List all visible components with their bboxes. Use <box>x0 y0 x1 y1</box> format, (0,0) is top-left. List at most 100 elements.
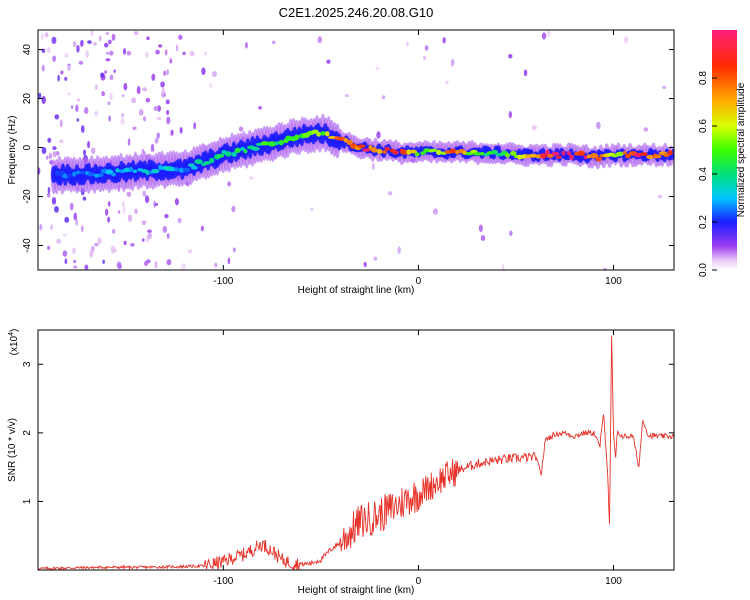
colorbar-ticks: 0.0 0.2 0.4 0.6 0.8 <box>698 71 717 277</box>
noise-dot <box>51 36 57 45</box>
noise-dot <box>105 58 111 62</box>
noise-dot <box>41 32 44 41</box>
noise-dot <box>120 117 125 126</box>
noise-dot <box>153 106 159 111</box>
noise-dot <box>397 246 401 255</box>
noise-dot <box>62 250 68 257</box>
noise-dot <box>41 146 47 155</box>
noise-dot <box>147 229 152 233</box>
noise-dot <box>423 55 427 60</box>
noise-dot <box>67 92 71 96</box>
noise-dot <box>141 238 145 242</box>
noise-dot <box>76 98 80 102</box>
noise-dot <box>60 70 64 75</box>
spectrogram-y-label: Frequency (Hz) <box>7 116 18 185</box>
noise-dot <box>231 205 236 213</box>
noise-dot <box>144 260 149 267</box>
ridge-core <box>60 170 66 175</box>
ridge-core <box>209 157 215 164</box>
noise-dot <box>107 39 112 45</box>
noise-dot <box>104 70 107 74</box>
ridge-core <box>642 151 648 157</box>
noise-dot <box>643 127 649 132</box>
noise-dot <box>59 119 63 128</box>
spectrogram-y-ticks: -40 -20 0 20 40 <box>22 44 674 253</box>
ridge-core <box>384 146 391 151</box>
noise-dot <box>85 50 89 58</box>
colorbar: 0.0 0.2 0.4 0.6 0.8 Normalized spectral ampl… <box>698 30 747 277</box>
noise-dot <box>51 196 57 205</box>
noise-dot <box>123 240 127 246</box>
noise-dot <box>142 116 147 122</box>
noise-dot <box>78 60 84 65</box>
ridge-core <box>595 156 602 162</box>
snr-y-ticks: 1 2 3 <box>22 361 674 504</box>
ridge-core <box>325 131 330 137</box>
colorbar-tick-label: 0.8 <box>698 71 709 85</box>
noise-dot <box>406 41 409 47</box>
y-tick-label: 40 <box>22 44 33 56</box>
noise-dot <box>153 200 156 208</box>
ridge-core <box>569 154 575 160</box>
ridge-core <box>406 149 412 155</box>
noise-dot <box>232 247 236 253</box>
noise-dot <box>171 129 174 136</box>
colorbar-label: Normalized spectral amplitude <box>736 82 747 217</box>
noise-dot <box>75 218 79 226</box>
ridge-core <box>203 161 211 165</box>
noise-dot <box>62 233 68 237</box>
noise-dot <box>47 245 51 251</box>
noise-dot <box>39 224 43 231</box>
noise-dot <box>166 116 171 125</box>
ridge-core <box>72 171 77 177</box>
noise-dot <box>258 105 263 110</box>
noise-dot <box>317 36 323 44</box>
ridge-core <box>151 168 160 174</box>
ridge-core <box>590 153 599 159</box>
ridge-core <box>423 148 431 153</box>
ridge-core <box>274 141 280 146</box>
ridge-core <box>357 144 366 149</box>
ridge-core <box>362 148 371 152</box>
spectrogram-frame <box>37 29 675 271</box>
snr-frame <box>37 329 675 571</box>
noise-dot <box>212 70 217 78</box>
ridge-core <box>187 163 195 167</box>
noise-dot <box>541 32 547 40</box>
noise-dot <box>603 267 607 270</box>
snr-marks <box>38 335 674 570</box>
x-tick-label: 100 <box>605 276 622 287</box>
ridge-core <box>98 172 104 178</box>
noise-dot <box>54 114 60 120</box>
noise-dot <box>93 111 99 116</box>
noise-dot <box>272 40 276 45</box>
spectrogram-marks <box>38 30 674 270</box>
noise-dot <box>157 105 161 112</box>
ridge-core <box>231 151 237 157</box>
ridge-core <box>243 149 248 154</box>
noise-dot <box>76 44 80 53</box>
noise-dot <box>50 224 53 231</box>
ridge-core <box>668 150 673 156</box>
x-tick-label: 0 <box>416 276 422 287</box>
colorbar-tick-label: 0.2 <box>698 215 709 229</box>
noise-dot <box>145 51 149 58</box>
snr-y-label: SNR (10 * v/v) <box>7 418 18 482</box>
noise-dot <box>248 176 254 180</box>
ridge-core <box>646 154 654 160</box>
ridge-core <box>577 150 585 157</box>
noise-dot <box>156 132 160 139</box>
noise-dot <box>113 69 116 73</box>
noise-dot <box>245 42 248 49</box>
noise-dot <box>48 152 53 160</box>
noise-dot <box>480 234 486 242</box>
noise-dot <box>178 34 183 40</box>
noise-dot <box>122 206 126 214</box>
noise-dot <box>94 84 99 91</box>
noise-dot <box>111 229 116 234</box>
noise-dot <box>117 210 121 214</box>
noise-dot <box>76 118 80 122</box>
chart-title: C2E1.2025.246.20.08.G10 <box>279 5 434 20</box>
noise-dot <box>200 225 204 232</box>
